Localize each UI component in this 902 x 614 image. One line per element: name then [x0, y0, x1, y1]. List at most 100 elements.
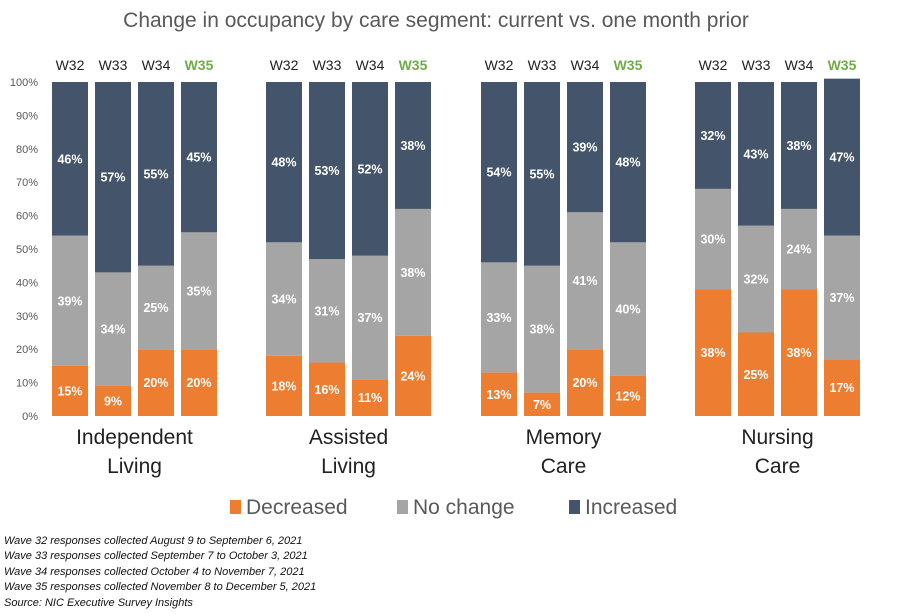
- data-label-increased: 47%: [829, 151, 854, 165]
- bar-increased: [695, 82, 731, 189]
- data-label-decreased: 12%: [615, 389, 640, 403]
- bar-increased: [309, 82, 345, 260]
- bar-increased: [610, 82, 646, 243]
- data-label-no-change: 40%: [615, 303, 640, 317]
- chart-title: Change in occupancy by care segment: cur…: [123, 9, 749, 32]
- bar-increased: [266, 82, 302, 243]
- bar-decreased: [738, 332, 774, 416]
- data-label-no-change: 38%: [400, 266, 425, 280]
- wave-label-w32: W32: [56, 57, 85, 73]
- data-label-decreased: 9%: [104, 394, 122, 408]
- y-tick-label: 50%: [16, 244, 38, 256]
- data-label-increased: 32%: [700, 129, 725, 143]
- data-label-increased: 43%: [743, 147, 768, 161]
- bar-decreased: [524, 392, 560, 416]
- data-label-no-change: 38%: [529, 323, 554, 337]
- data-label-no-change: 37%: [829, 291, 854, 305]
- wave-label-w34: W34: [785, 57, 814, 73]
- legend-swatch-increased: [569, 500, 580, 514]
- data-label-no-change: 30%: [700, 232, 725, 246]
- occupancy-chart: Change in occupancy by care segment: cur…: [10, 9, 860, 519]
- data-label-increased: 52%: [357, 162, 382, 176]
- bar-decreased: [610, 375, 646, 416]
- bar-increased: [52, 82, 88, 236]
- data-label-increased: 54%: [486, 166, 511, 180]
- y-tick-label: 0%: [22, 411, 38, 423]
- category-label: Nursing: [741, 426, 813, 449]
- y-tick-label: 40%: [16, 277, 38, 289]
- bar-no-change: [824, 235, 860, 360]
- legend-label-increased: Increased: [585, 496, 677, 519]
- category-label: Assisted: [309, 426, 388, 449]
- category-label: Care: [541, 455, 587, 478]
- bar-no-change: [52, 235, 88, 366]
- bar-increased: [524, 82, 560, 266]
- data-label-increased: 46%: [57, 152, 82, 166]
- bar-decreased: [52, 365, 88, 416]
- wave-label-w33: W33: [742, 57, 771, 73]
- bar-increased: [352, 82, 388, 256]
- data-label-increased: 48%: [615, 156, 640, 170]
- note-wave-32: Wave 32 responses collected August 9 to …: [4, 535, 303, 547]
- data-label-decreased: 20%: [143, 376, 168, 390]
- note-wave-33: Wave 33 responses collected September 7 …: [4, 550, 308, 563]
- bar-increased: [395, 82, 431, 209]
- bar-increased: [95, 82, 131, 273]
- wave-label-w32: W32: [485, 57, 514, 73]
- bar-no-change: [95, 272, 131, 386]
- data-label-no-change: 41%: [572, 274, 597, 288]
- bar-no-change: [738, 225, 774, 333]
- data-label-no-change: 25%: [143, 301, 168, 315]
- bar-no-change: [481, 262, 517, 373]
- note-wave-35: Wave 35 responses collected November 8 t…: [4, 581, 317, 594]
- wave-label-w33: W33: [99, 57, 128, 73]
- data-label-increased: 53%: [314, 164, 339, 178]
- y-tick-label: 30%: [16, 311, 38, 323]
- wave-label-w33: W33: [528, 57, 557, 73]
- category-label: Living: [107, 455, 162, 478]
- bar-no-change: [524, 265, 560, 393]
- data-label-increased: 55%: [529, 167, 554, 181]
- bar-increased: [738, 82, 774, 226]
- wave-label-w35: W35: [614, 57, 643, 73]
- data-label-decreased: 16%: [314, 383, 339, 397]
- y-tick-label: 60%: [16, 211, 38, 223]
- data-label-increased: 55%: [143, 167, 168, 181]
- bar-no-change: [395, 208, 431, 336]
- bar-decreased: [481, 372, 517, 416]
- bar-no-change: [610, 242, 646, 376]
- bar-increased: [481, 82, 517, 263]
- bar-decreased: [138, 349, 174, 416]
- bar-decreased: [95, 385, 131, 416]
- category-label: Living: [321, 455, 376, 478]
- data-label-no-change: 33%: [486, 311, 511, 325]
- wave-label-w34: W34: [142, 57, 171, 73]
- bar-no-change: [781, 208, 817, 290]
- bar-decreased: [695, 289, 731, 416]
- bar-decreased: [824, 359, 860, 416]
- bar-no-change: [695, 188, 731, 290]
- data-label-decreased: 38%: [700, 346, 725, 360]
- bar-no-change: [181, 232, 217, 350]
- data-label-increased: 45%: [186, 151, 211, 165]
- data-label-decreased: 17%: [829, 381, 854, 395]
- bar-no-change: [567, 212, 603, 350]
- bar-decreased: [567, 349, 603, 416]
- bar-decreased: [352, 379, 388, 416]
- data-label-increased: 38%: [400, 139, 425, 153]
- bar-decreased: [266, 355, 302, 416]
- y-tick-label: 70%: [16, 177, 38, 189]
- y-tick-label: 100%: [10, 77, 38, 89]
- legend-label-decreased: Decreased: [246, 496, 348, 519]
- bar-increased: [181, 82, 217, 233]
- data-label-no-change: 24%: [786, 243, 811, 257]
- legend: Decreased No change Increased: [230, 496, 677, 519]
- legend-label-no-change: No change: [413, 496, 515, 519]
- data-label-decreased: 13%: [486, 388, 511, 402]
- bar-no-change: [266, 242, 302, 356]
- category-label: Care: [755, 455, 801, 478]
- data-label-no-change: 32%: [743, 273, 768, 287]
- bar-no-change: [138, 265, 174, 350]
- legend-swatch-no-change: [397, 500, 408, 514]
- data-label-increased: 38%: [786, 139, 811, 153]
